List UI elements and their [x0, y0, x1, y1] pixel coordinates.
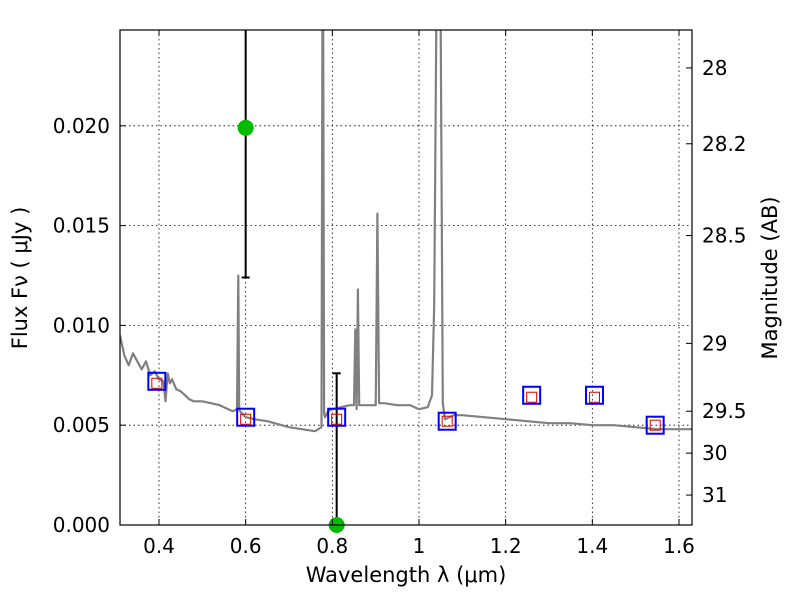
x-tick-label: 1: [413, 534, 426, 558]
model-photometry-point: [240, 413, 252, 425]
right-tick-label: 29.5: [702, 399, 747, 423]
model-photometry-point: [526, 391, 538, 403]
plot-frame: [119, 29, 693, 526]
grid-lines: [120, 30, 692, 526]
photometry-point: [327, 407, 347, 427]
model-photometry-point: [331, 413, 343, 425]
x-tick-label: 1.6: [663, 534, 695, 558]
plot-area: [120, 30, 692, 433]
right-axis-label: Magnitude (AB): [758, 196, 782, 359]
detection-point: [237, 119, 254, 136]
x-axis-label: Wavelength λ (μm): [306, 563, 507, 587]
right-tick-label: 28: [702, 56, 727, 80]
axis-ticks: 0.4 0.6 0.8 1 1.2 1.4 1.6 0.000 0.005 0.010 0.015 0…: [53, 30, 747, 558]
photometry-point: [522, 385, 542, 405]
right-tick-label: 28.5: [702, 224, 747, 248]
y-axis-label: Flux Fν ( μJy ): [8, 207, 32, 350]
y-tick-label: 0.020: [53, 114, 110, 138]
photometry-point: [645, 415, 665, 435]
model-photometry-point: [649, 419, 661, 431]
data-layer: [120, 30, 692, 533]
y-tick-label: 0.010: [53, 313, 110, 337]
x-tick-label: 0.6: [230, 534, 262, 558]
y-tick-label: 0.000: [53, 513, 110, 537]
right-tick-label: 28.2: [702, 132, 747, 156]
x-tick-label: 1.4: [576, 534, 608, 558]
photometry-point: [147, 371, 167, 391]
model-photometry-point: [589, 391, 600, 403]
y-tick-label: 0.015: [53, 214, 110, 238]
photometry-point: [437, 411, 457, 431]
photometry-point: [585, 385, 604, 405]
model-photometry-point: [151, 377, 163, 389]
photometry-point: [236, 407, 256, 427]
right-tick-label: 29: [702, 331, 727, 355]
x-tick-label: 0.4: [143, 534, 175, 558]
x-tick-label: 1.2: [490, 534, 522, 558]
model-photometry-point: [441, 415, 453, 427]
y-tick-label: 0.005: [53, 413, 110, 437]
right-tick-label: 31: [702, 483, 727, 507]
spectrum-line: [120, 30, 692, 433]
x-tick-label: 0.8: [316, 534, 348, 558]
right-tick-label: 30: [702, 441, 727, 465]
